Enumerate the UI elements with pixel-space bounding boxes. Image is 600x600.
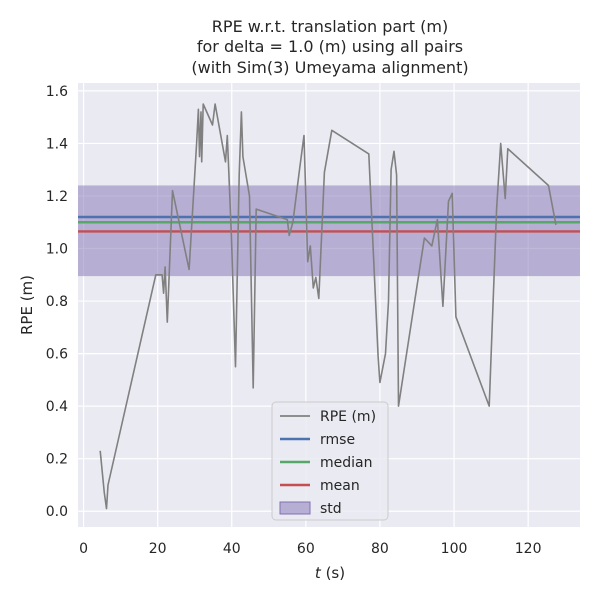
x-axis-label: t (s)	[315, 564, 345, 582]
y-tick-label: 1.2	[46, 189, 68, 205]
y-tick-label: 1.4	[46, 136, 68, 152]
legend-label-mean: mean	[320, 478, 360, 494]
x-tick-label: 80	[371, 541, 389, 557]
legend-label-rmse: rmse	[320, 432, 355, 448]
y-axis-label: RPE (m)	[18, 275, 36, 335]
legend-swatch-std	[279, 501, 311, 515]
chart-title-line-1: RPE w.r.t. translation part (m)	[212, 17, 448, 36]
x-tick-label: 0	[79, 541, 88, 557]
y-tick-label: 0.0	[46, 504, 68, 520]
x-axis-label-unit: (s)	[321, 564, 345, 582]
y-tick-label: 0.8	[46, 294, 68, 310]
x-tick-label: 100	[441, 541, 468, 557]
rpe-series-layer	[99, 103, 557, 510]
y-tick-label: 1.0	[46, 242, 68, 258]
legend-frame	[271, 401, 389, 521]
legend: RPE (m) rmse median mean std	[271, 401, 389, 521]
x-tick-labels: 0 20 40 60 80 100 120	[79, 541, 541, 557]
x-tick-label: 60	[297, 541, 315, 557]
y-tick-label: 0.6	[46, 347, 68, 363]
legend-label-rpe-m-: RPE (m)	[320, 409, 376, 425]
x-tick-label: 20	[149, 541, 167, 557]
y-tick-labels: 0.0 0.2 0.4 0.6 0.8 1.0 1.2 1.4 1.6	[46, 84, 68, 520]
legend-label-median: median	[320, 455, 372, 471]
x-tick-label: 40	[223, 541, 241, 557]
y-tick-label: 1.6	[46, 84, 68, 100]
x-tick-label: 120	[515, 541, 542, 557]
rpe-series-line	[99, 103, 557, 510]
chart-title-line-3: (with Sim(3) Umeyama alignment)	[191, 58, 468, 77]
y-tick-label: 0.2	[46, 452, 68, 468]
legend-label-std: std	[320, 501, 342, 517]
chart-title-line-2: for delta = 1.0 (m) using all pairs	[197, 37, 463, 56]
x-axis-label-variable: t	[315, 564, 322, 582]
y-tick-label: 0.4	[46, 399, 68, 415]
